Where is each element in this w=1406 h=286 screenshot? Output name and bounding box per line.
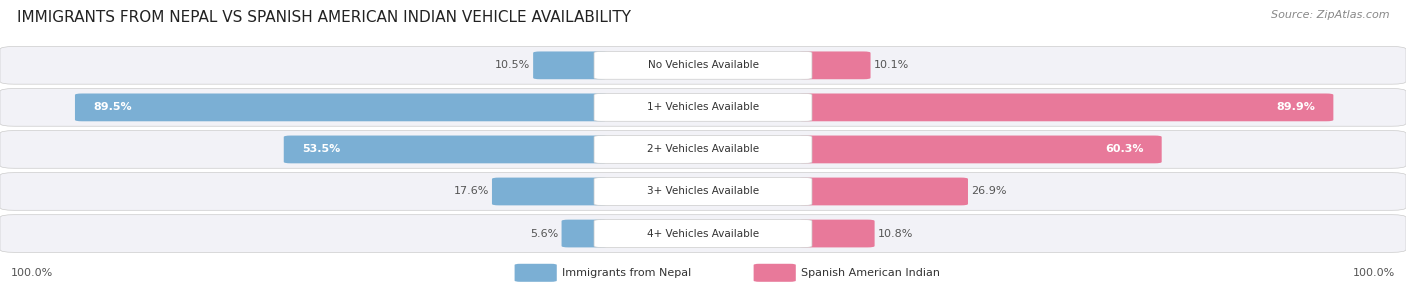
Text: 60.3%: 60.3%: [1105, 144, 1143, 154]
Text: 3+ Vehicles Available: 3+ Vehicles Available: [647, 186, 759, 196]
FancyBboxPatch shape: [799, 220, 875, 247]
Text: 1+ Vehicles Available: 1+ Vehicles Available: [647, 102, 759, 112]
Text: 89.9%: 89.9%: [1277, 102, 1315, 112]
Text: No Vehicles Available: No Vehicles Available: [648, 60, 758, 70]
Text: 10.5%: 10.5%: [495, 60, 530, 70]
Text: Source: ZipAtlas.com: Source: ZipAtlas.com: [1271, 10, 1389, 20]
FancyBboxPatch shape: [0, 173, 1406, 210]
FancyBboxPatch shape: [799, 51, 870, 79]
Text: 26.9%: 26.9%: [970, 186, 1007, 196]
Text: 4+ Vehicles Available: 4+ Vehicles Available: [647, 229, 759, 239]
Text: 89.5%: 89.5%: [93, 102, 132, 112]
FancyBboxPatch shape: [0, 47, 1406, 84]
FancyBboxPatch shape: [0, 215, 1406, 252]
Text: Immigrants from Nepal: Immigrants from Nepal: [562, 268, 692, 278]
Text: 100.0%: 100.0%: [11, 268, 53, 278]
Text: 10.8%: 10.8%: [877, 229, 912, 239]
FancyBboxPatch shape: [593, 94, 813, 121]
FancyBboxPatch shape: [799, 136, 1161, 163]
FancyBboxPatch shape: [284, 136, 609, 163]
FancyBboxPatch shape: [799, 178, 967, 205]
FancyBboxPatch shape: [799, 94, 1333, 121]
FancyBboxPatch shape: [593, 51, 813, 79]
FancyBboxPatch shape: [533, 51, 609, 79]
Text: Spanish American Indian: Spanish American Indian: [801, 268, 941, 278]
FancyBboxPatch shape: [593, 178, 813, 205]
FancyBboxPatch shape: [0, 131, 1406, 168]
FancyBboxPatch shape: [561, 220, 609, 247]
Text: 53.5%: 53.5%: [302, 144, 340, 154]
FancyBboxPatch shape: [754, 264, 796, 282]
Text: 100.0%: 100.0%: [1353, 268, 1395, 278]
Text: 5.6%: 5.6%: [530, 229, 558, 239]
FancyBboxPatch shape: [515, 264, 557, 282]
FancyBboxPatch shape: [593, 136, 813, 163]
Text: IMMIGRANTS FROM NEPAL VS SPANISH AMERICAN INDIAN VEHICLE AVAILABILITY: IMMIGRANTS FROM NEPAL VS SPANISH AMERICA…: [17, 10, 631, 25]
FancyBboxPatch shape: [593, 220, 813, 247]
Text: 10.1%: 10.1%: [873, 60, 908, 70]
FancyBboxPatch shape: [75, 94, 609, 121]
Text: 2+ Vehicles Available: 2+ Vehicles Available: [647, 144, 759, 154]
FancyBboxPatch shape: [0, 89, 1406, 126]
Text: 17.6%: 17.6%: [454, 186, 489, 196]
FancyBboxPatch shape: [492, 178, 609, 205]
